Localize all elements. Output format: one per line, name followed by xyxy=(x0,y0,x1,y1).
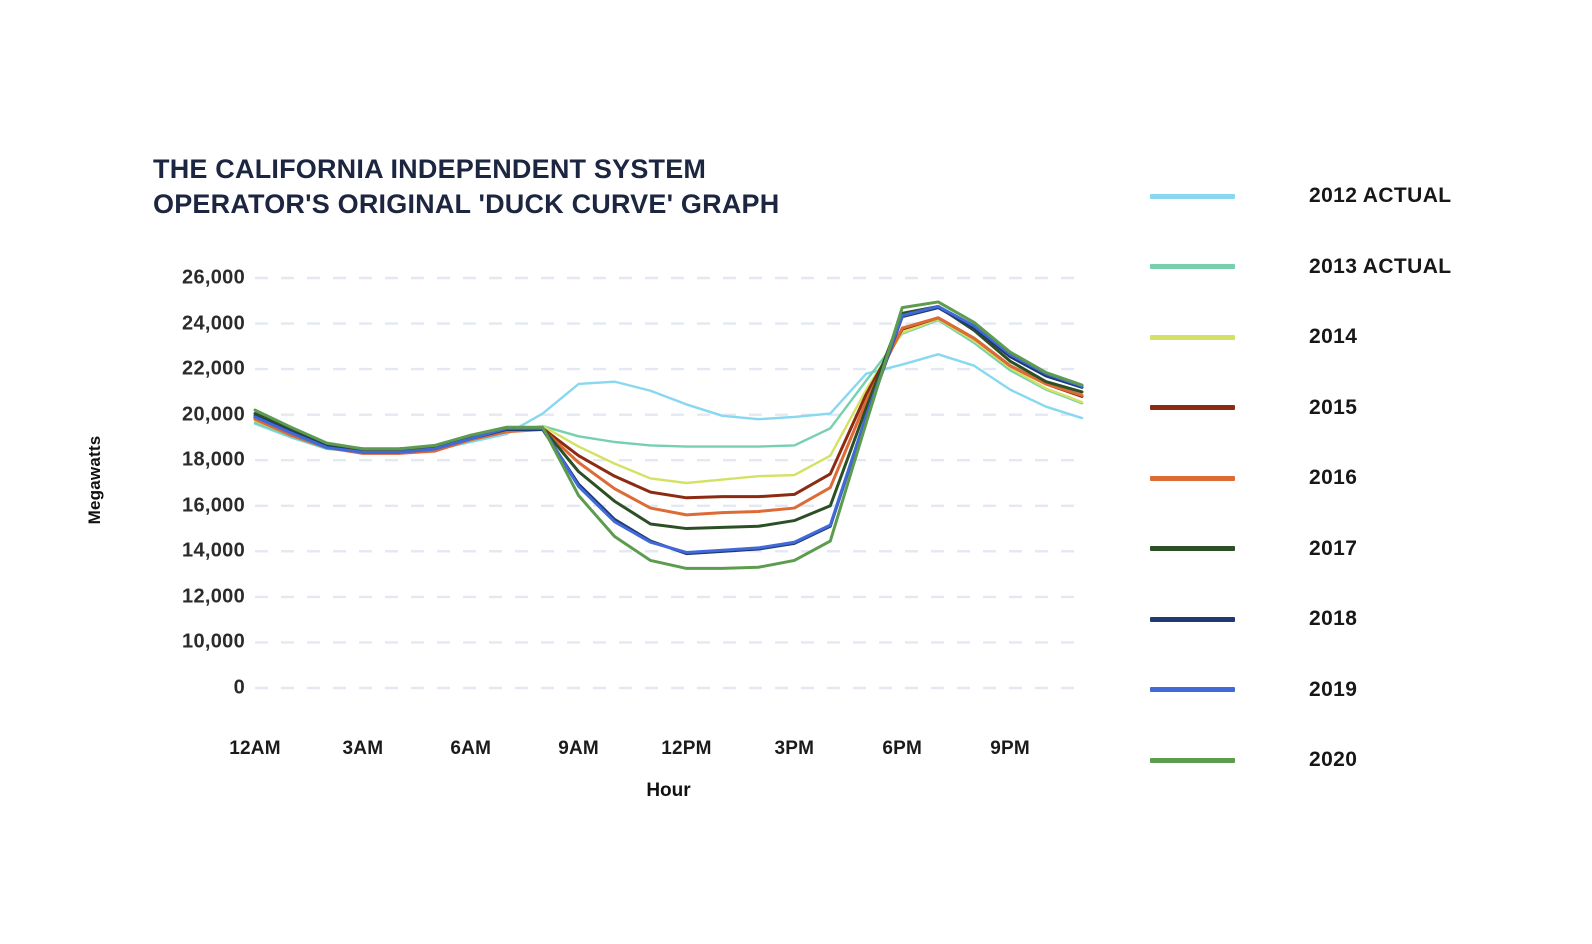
legend-item-2020[interactable]: 2020 xyxy=(1150,746,1550,774)
series-line-2014 xyxy=(253,317,1084,485)
series-line-2020 xyxy=(253,300,1084,570)
legend-label: 2013 ACTUAL xyxy=(1309,254,1452,278)
legend-item-2016[interactable]: 2016 xyxy=(1150,464,1550,492)
legend-item-2014[interactable]: 2014 xyxy=(1150,323,1550,351)
series-line-2016 xyxy=(253,316,1084,517)
x-axis-tick: 3AM xyxy=(342,738,384,759)
legend-item-2018[interactable]: 2018 xyxy=(1150,605,1550,633)
y-axis-tick: 16,000 xyxy=(182,494,245,517)
x-axis-tick: 12PM xyxy=(661,738,712,759)
series-line-2013-actual xyxy=(253,318,1084,453)
chart-area: Megawatts 26,000 24,000 22,000 20,000 18,000… xyxy=(85,267,1084,801)
plot-svg xyxy=(253,276,1084,690)
legend-swatch-icon xyxy=(1150,616,1235,622)
legend-swatch-icon xyxy=(1150,405,1235,410)
legend-label: 2020 xyxy=(1309,748,1358,771)
legend-item-2013-actual[interactable]: 2013 ACTUAL xyxy=(1150,253,1550,281)
y-axis-tick: 12,000 xyxy=(182,585,245,608)
legend-swatch-icon xyxy=(1150,264,1235,269)
series-line-2019 xyxy=(253,304,1084,554)
y-axis-title: Megawatts xyxy=(85,435,104,525)
y-axis-tick: 18,000 xyxy=(182,448,245,471)
x-axis-tick: 9AM xyxy=(558,738,599,759)
chart-legend: 2012 ACTUAL 2013 ACTUAL 2014 2015 2016 2017 20… xyxy=(1150,170,1570,810)
x-axis-tick-labels: 12AM 3AM 6AM 9AM 12PM 3PM 6PM 9PM xyxy=(229,738,1082,768)
x-axis-tick: 12AM xyxy=(229,738,281,759)
legend-swatch-icon xyxy=(1150,546,1235,551)
series-line-2018 xyxy=(253,306,1084,556)
y-axis-tick: 26,000 xyxy=(182,266,245,289)
legend-label: 2015 xyxy=(1309,395,1358,419)
legend-item-2015[interactable]: 2015 xyxy=(1150,394,1550,422)
y-axis-tick: 22,000 xyxy=(182,357,245,380)
legend-label: 2019 xyxy=(1309,677,1358,701)
legend-item-2017[interactable]: 2017 xyxy=(1150,535,1550,563)
legend-label: 2012 ACTUAL xyxy=(1309,184,1452,207)
y-axis-tick: 10,000 xyxy=(182,630,245,653)
legend-swatch-icon xyxy=(1150,334,1235,340)
y-axis-tick: 14,000 xyxy=(182,539,245,562)
x-axis-title: Hour xyxy=(646,780,691,801)
x-axis-tick: 3PM xyxy=(774,738,815,759)
series-lines xyxy=(253,300,1084,570)
legend-label: 2018 xyxy=(1309,607,1358,630)
x-axis-tick: 9PM xyxy=(990,738,1030,759)
legend-swatch-icon xyxy=(1150,687,1235,692)
legend-label: 2016 xyxy=(1309,466,1358,489)
legend-item-2012-actual[interactable]: 2012 ACTUAL xyxy=(1150,182,1550,210)
gridlines xyxy=(255,276,1082,690)
y-axis-tick: 24,000 xyxy=(182,312,245,335)
legend-item-2019[interactable]: 2019 xyxy=(1150,676,1550,704)
x-axis-tick: 6PM xyxy=(882,738,923,759)
legend-label: 2017 xyxy=(1309,536,1358,560)
page-title: THE CALIFORNIA INDEPENDENT SYSTEM OPERAT… xyxy=(153,154,780,219)
legend-swatch-icon xyxy=(1150,757,1235,763)
y-axis-tick-labels: 26,000 24,000 22,000 20,000 18,000 16,000 14,0… xyxy=(120,267,245,699)
legend-swatch-icon xyxy=(1150,193,1235,199)
x-axis-tick: 6AM xyxy=(450,738,492,759)
series-line-2015 xyxy=(253,316,1084,500)
y-axis-tick: 20,000 xyxy=(182,403,245,426)
legend-swatch-icon xyxy=(1150,475,1235,481)
plot-region xyxy=(253,276,1084,690)
legend-label: 2014 xyxy=(1309,325,1358,348)
y-axis-tick: 0 xyxy=(233,676,245,699)
